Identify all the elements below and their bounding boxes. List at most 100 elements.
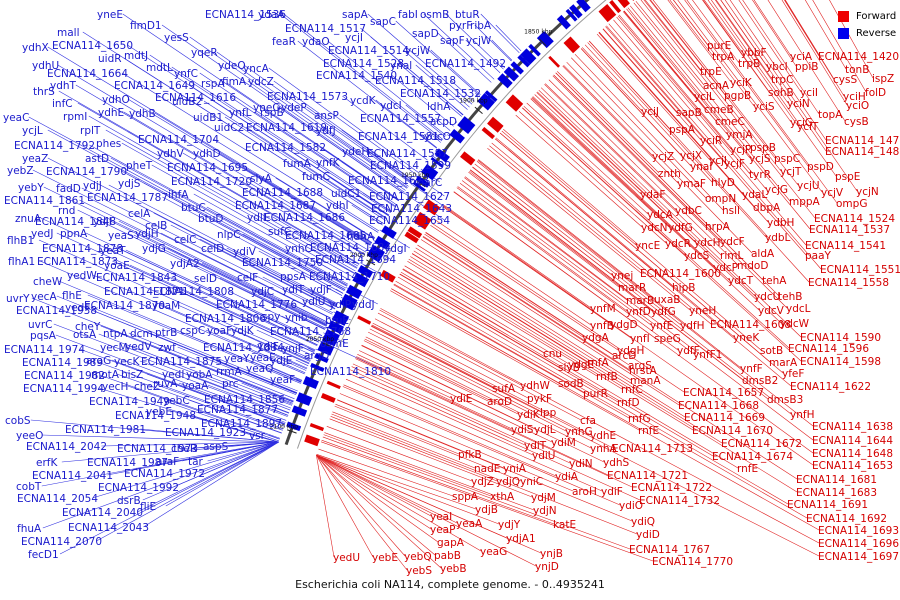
leader-line bbox=[245, 126, 388, 219]
gene-label: ECNA114_1643 bbox=[371, 203, 452, 215]
leader-line bbox=[271, 367, 302, 382]
gene-label: yoaM bbox=[152, 300, 180, 312]
reverse-gene-block bbox=[381, 225, 397, 239]
reverse-gene-block bbox=[569, 4, 583, 19]
kbp-tick: 1850 kbp bbox=[524, 29, 552, 36]
gene-label: flhB1 bbox=[7, 235, 34, 247]
leader-line bbox=[92, 441, 279, 499]
gene-label: slyB bbox=[558, 362, 580, 374]
gene-label: cobT bbox=[16, 481, 42, 493]
leader-line bbox=[423, 13, 495, 80]
gene-label: uidC1 bbox=[331, 188, 361, 200]
gene-label: rnfD bbox=[617, 397, 640, 409]
leader-line bbox=[137, 441, 279, 513]
gene-label: yciH bbox=[843, 91, 866, 103]
leader-line bbox=[219, 277, 326, 330]
gene-label: ynhG bbox=[565, 426, 593, 438]
leader-line bbox=[272, 216, 359, 267]
gene-label: vsr bbox=[249, 430, 266, 442]
gene-label: ydiT bbox=[282, 284, 305, 296]
leader-line bbox=[369, 328, 820, 557]
gene-label: ydcO bbox=[424, 131, 451, 143]
gene-label: ECNA114_1974 bbox=[4, 344, 85, 356]
kbp-tick: 1950 kbp bbox=[401, 172, 429, 179]
gene-label: yeaI bbox=[430, 511, 452, 523]
gene-label: yebE bbox=[146, 406, 172, 418]
gene-label: ECNA114_1938 bbox=[16, 305, 97, 317]
leader-line bbox=[341, 129, 413, 181]
gene-label: pyrF bbox=[449, 20, 472, 32]
gene-label: ynfC bbox=[174, 68, 198, 80]
leader-line bbox=[123, 111, 366, 255]
gene-label: ycjL bbox=[22, 125, 43, 137]
gene-label: ydeP bbox=[281, 102, 307, 114]
leader-line bbox=[96, 441, 279, 542]
gene-label: ECNA114_1532 bbox=[400, 88, 481, 100]
gene-label: ynhC bbox=[285, 243, 312, 255]
leader-line bbox=[446, 134, 450, 137]
forward-gene-block bbox=[357, 315, 372, 325]
leader-line bbox=[410, 256, 694, 431]
gene-label: ECNA114_1650 bbox=[52, 40, 133, 52]
gene-label: ECNA114_1722 bbox=[631, 482, 712, 494]
leader-line bbox=[241, 370, 297, 394]
leader-line bbox=[249, 357, 303, 381]
gene-label: osmE bbox=[320, 338, 349, 350]
gene-label: cysS bbox=[833, 74, 857, 86]
gene-label: ECNA114_1713 bbox=[612, 443, 693, 455]
gene-label: yedU bbox=[333, 552, 360, 564]
leader-line bbox=[433, 135, 442, 143]
gene-label: pfkB bbox=[458, 449, 482, 461]
gene-label: yecM bbox=[100, 342, 128, 354]
leader-line bbox=[443, 204, 592, 309]
gene-label: ynjB bbox=[540, 548, 563, 560]
gene-label: trpB bbox=[738, 58, 760, 70]
gene-label: yebZ bbox=[7, 165, 34, 177]
leader-line bbox=[97, 361, 284, 430]
gene-label: ydcA bbox=[647, 209, 674, 221]
leader-line bbox=[461, 180, 695, 355]
gene-label: yciI bbox=[800, 87, 818, 99]
reverse-gene-block bbox=[457, 116, 476, 134]
leader-line bbox=[464, 176, 814, 441]
gene-label: ptrB bbox=[155, 327, 177, 339]
forward-gene-block bbox=[309, 422, 325, 432]
gene-label: ydjI bbox=[93, 216, 112, 228]
gene-label: yciO bbox=[846, 100, 869, 112]
leader-line bbox=[420, 239, 680, 406]
gene-label: uidR bbox=[98, 53, 122, 65]
leader-line bbox=[515, 114, 643, 228]
leader-line bbox=[149, 54, 391, 214]
gene-label: ycjS bbox=[749, 153, 771, 165]
leader-line bbox=[223, 217, 348, 286]
gene-label: yoaF bbox=[207, 325, 232, 337]
gene-label: ECNA114_1949 bbox=[89, 396, 170, 408]
gene-label: ynfI bbox=[630, 333, 650, 345]
reverse-gene-block bbox=[374, 235, 391, 250]
gene-label: ECNA114_1599 bbox=[370, 160, 451, 172]
leader-line bbox=[351, 366, 526, 446]
gene-label: cysB bbox=[844, 116, 869, 128]
leader-line bbox=[58, 90, 360, 265]
gene-label: yedI bbox=[162, 369, 184, 381]
gene-label: yoaA bbox=[182, 380, 209, 392]
gene-label: aroH bbox=[572, 486, 597, 498]
reverse-gene-block bbox=[528, 43, 541, 57]
leader-line bbox=[623, 11, 706, 110]
gene-label: ECNA114_1478 bbox=[825, 135, 900, 147]
leader-line bbox=[405, 104, 446, 138]
gene-label: uvrY bbox=[6, 293, 30, 305]
gene-label: ansP bbox=[314, 110, 339, 122]
leader-line bbox=[40, 217, 318, 347]
leader-line bbox=[348, 372, 534, 456]
leader-line bbox=[177, 304, 310, 364]
leader-line bbox=[411, 253, 798, 493]
leader-line bbox=[256, 329, 313, 356]
leader-line bbox=[316, 454, 458, 524]
gene-label: ECNA114_1697 bbox=[818, 551, 899, 563]
gene-label: pspE bbox=[835, 171, 860, 183]
leader-line bbox=[453, 191, 814, 454]
gene-label: ECNA114_1992 bbox=[98, 482, 179, 494]
gene-label: ydiM bbox=[551, 437, 576, 449]
leader-line bbox=[415, 247, 686, 418]
